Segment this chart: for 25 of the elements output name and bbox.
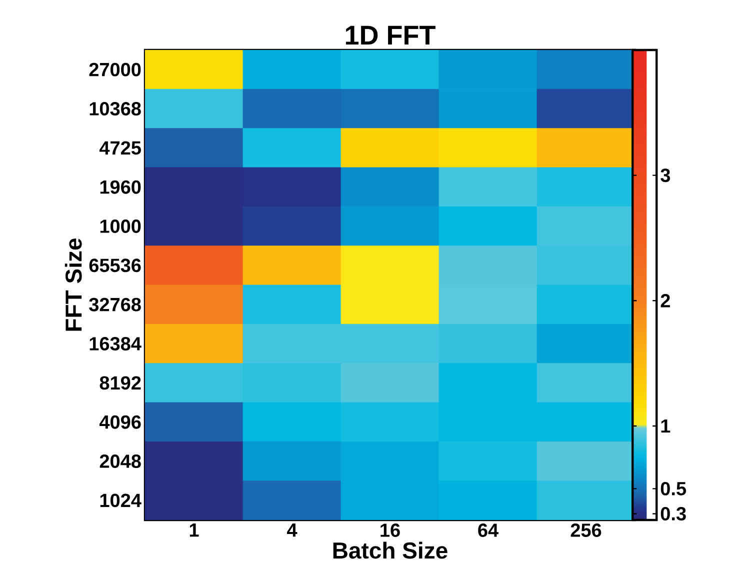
y-tick-label: 65536 [89,258,141,272]
x-tick-label: 1 [190,524,199,537]
color-bar-label: 0.5 [660,482,686,496]
color-bar-label: 0.3 [660,506,686,520]
chart-title: 1D FFT [346,26,436,45]
y-tick-label: 1000 [100,220,141,233]
y-tick-label: 2048 [100,454,141,468]
color-bar-label: 3 [660,168,670,182]
y-tick-label: 10368 [90,102,141,116]
y-axis-title: FFT Size [64,238,82,331]
y-tick-label: 1960 [100,180,141,194]
x-tick-label: 64 [478,524,498,537]
y-tick-label: 4096 [99,415,141,429]
x-tick-label: 4 [287,524,298,537]
color-bar-label: 1 [661,419,670,433]
y-tick-label: 16384 [90,337,142,350]
y-tick-label: 27000 [89,62,141,76]
x-tick-label: 16 [380,524,400,537]
x-axis-title: Batch Size [333,542,448,559]
y-tick-label: 4725 [99,141,141,155]
color-bar-label: 2 [660,294,670,308]
y-tick-label: 8192 [100,376,141,390]
x-tick-label: 256 [570,524,602,537]
y-tick-label: 1024 [100,494,142,508]
y-tick-label: 32768 [89,298,141,312]
